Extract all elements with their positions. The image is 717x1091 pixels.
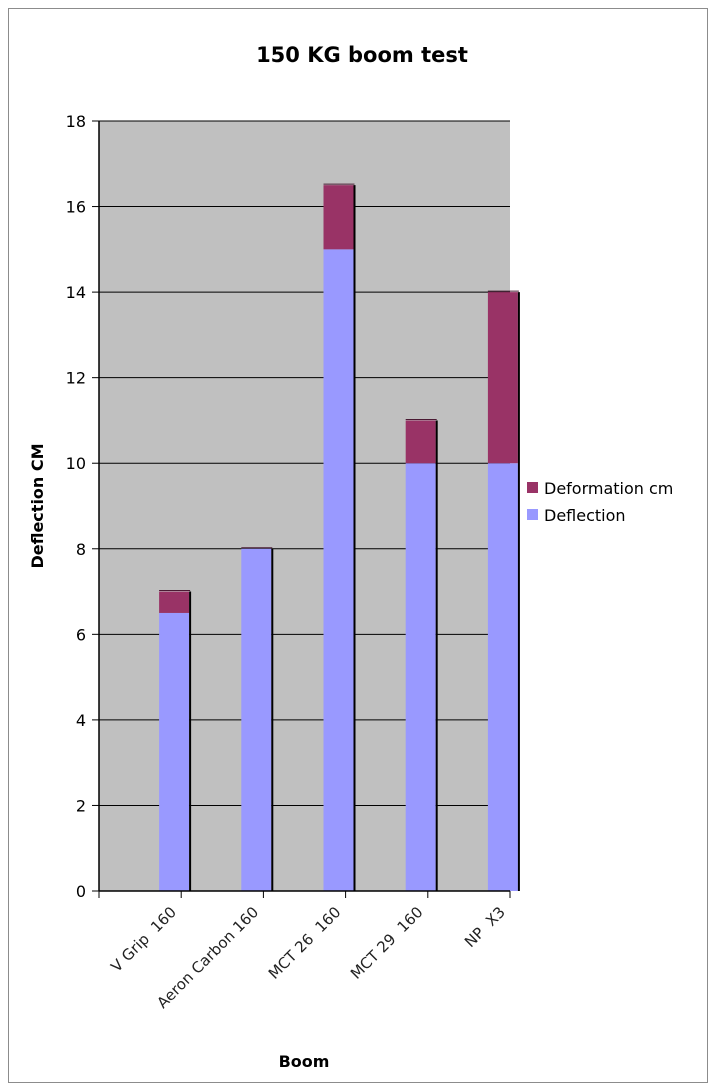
- legend-label: Deflection: [544, 506, 626, 525]
- x-category-label: NP X3: [461, 903, 509, 951]
- y-tick-label: 4: [76, 711, 86, 730]
- legend-swatch: [527, 509, 538, 520]
- bar-deflection: [487, 463, 518, 891]
- y-tick-label: 6: [76, 625, 86, 644]
- legend: Deformation cm Deflection: [527, 479, 673, 525]
- legend-swatch: [527, 482, 538, 493]
- y-tick-label: 0: [76, 882, 86, 901]
- bar-deformation-cm: [159, 591, 190, 613]
- x-category-label: MCT 26 160: [265, 903, 345, 983]
- bar-deflection: [323, 249, 354, 892]
- legend-label: Deformation cm: [544, 479, 673, 498]
- y-tick-label: 10: [66, 454, 86, 473]
- y-tick-label: 8: [76, 540, 86, 559]
- y-tick-label: 12: [66, 369, 86, 388]
- bar-deformation-cm: [487, 292, 518, 464]
- bar-deformation-cm: [405, 420, 436, 464]
- bar-deflection: [159, 612, 190, 891]
- y-tick-label: 16: [66, 198, 86, 217]
- bar-deflection: [241, 548, 272, 891]
- y-tick-label: 14: [66, 283, 86, 302]
- bar-deformation-cm: [323, 185, 354, 250]
- chart-title: 150 KG boom test: [256, 43, 468, 67]
- x-category-label: V Grip 160: [107, 903, 180, 976]
- y-axis-title: Deflection CM: [28, 443, 47, 568]
- y-tick-label: 2: [76, 796, 86, 815]
- y-tick-label: 18: [66, 112, 86, 131]
- x-axis-title: Boom: [279, 1052, 330, 1071]
- bar-deflection: [405, 463, 436, 891]
- x-category-label: MCT 29 160: [347, 903, 427, 983]
